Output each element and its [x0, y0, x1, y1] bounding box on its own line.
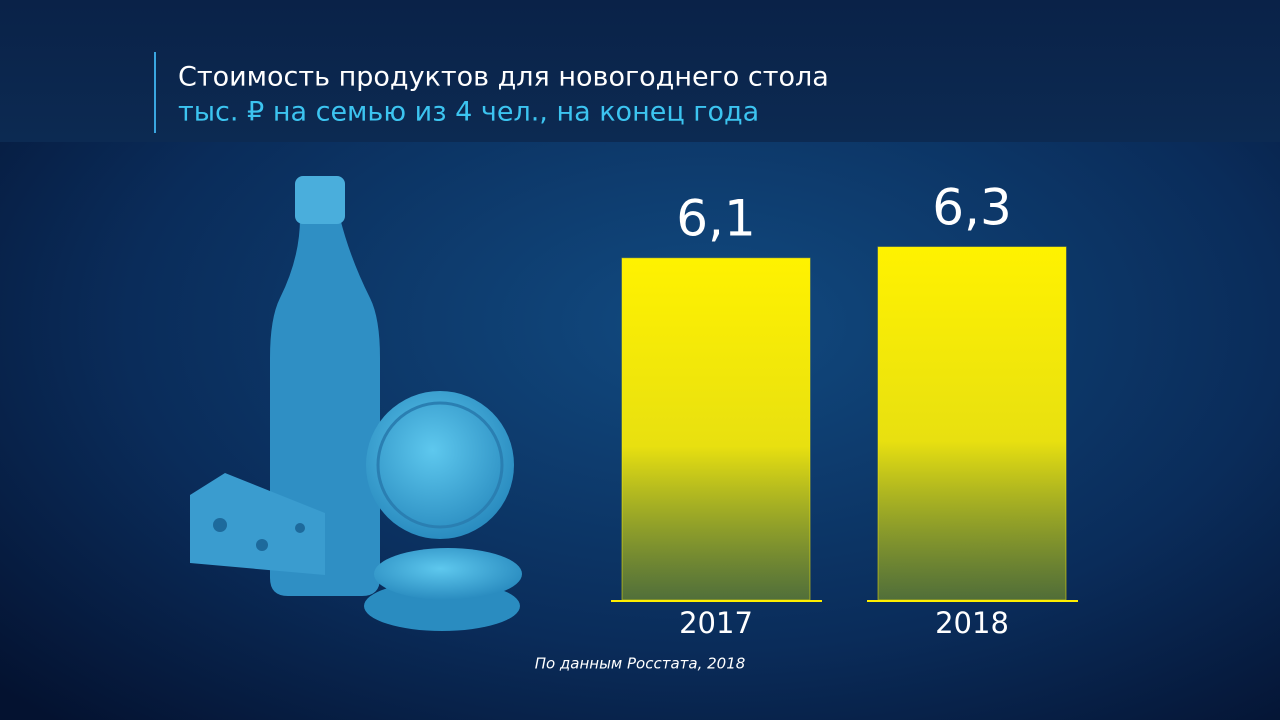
source-note: По данным Росстата, 2018	[535, 655, 746, 673]
value-label: 6,3	[932, 179, 1012, 237]
header-band	[0, 0, 1280, 142]
x-tick-label: 2017	[679, 606, 753, 640]
bar	[621, 257, 811, 601]
x-tick-label: 2018	[935, 606, 1009, 640]
bottle	[270, 178, 380, 596]
coin	[366, 391, 514, 539]
cheese	[190, 473, 325, 575]
chart-subtitle: тыс. ₽ на семью из 4 чел., на конец года	[178, 97, 759, 128]
chart-title: Стоимость продуктов для новогоднего стол…	[178, 62, 829, 93]
value-label: 6,1	[676, 190, 756, 248]
bar	[877, 246, 1067, 601]
coin	[374, 548, 522, 600]
bottle-foil	[295, 176, 345, 224]
illustration	[190, 176, 522, 631]
